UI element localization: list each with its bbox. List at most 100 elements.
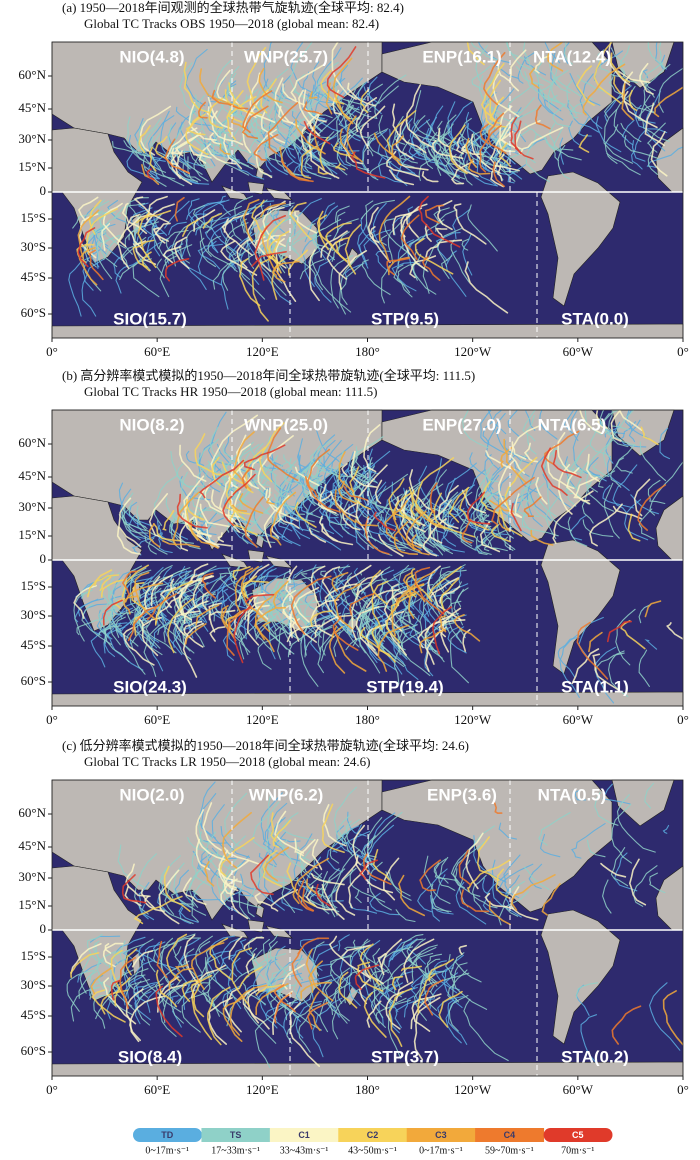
track <box>421 970 445 987</box>
track <box>200 520 208 540</box>
track <box>297 135 338 174</box>
track <box>302 89 327 123</box>
track <box>290 63 326 102</box>
track <box>243 444 286 471</box>
track <box>375 250 391 273</box>
track <box>369 892 400 916</box>
lat-label: 30°N <box>18 131 46 146</box>
track <box>478 75 504 115</box>
track <box>307 1001 329 1030</box>
track <box>360 216 377 246</box>
lat-label: 0 <box>40 183 47 198</box>
track <box>563 42 573 65</box>
track <box>326 238 348 280</box>
track <box>586 480 615 512</box>
track <box>253 134 279 161</box>
track <box>624 135 659 159</box>
track <box>187 156 199 183</box>
track <box>172 937 202 957</box>
track <box>110 979 120 1001</box>
track <box>343 485 369 502</box>
track <box>502 880 526 917</box>
track <box>330 490 359 519</box>
track <box>413 90 446 144</box>
track <box>211 489 225 512</box>
track <box>119 957 136 1009</box>
track <box>646 146 683 168</box>
track <box>199 237 217 268</box>
track <box>174 581 201 640</box>
track <box>226 607 252 656</box>
track <box>331 242 347 262</box>
track <box>649 872 666 894</box>
track <box>266 802 288 866</box>
track <box>131 950 154 968</box>
track <box>414 238 454 275</box>
track <box>458 849 472 886</box>
track <box>321 626 333 656</box>
lat-label: 30°S <box>21 977 46 992</box>
track <box>523 866 550 891</box>
track <box>586 839 606 858</box>
track <box>662 824 670 834</box>
track <box>273 984 296 1013</box>
track <box>484 454 494 490</box>
track <box>262 206 286 247</box>
track <box>644 102 665 147</box>
track <box>198 820 212 845</box>
track <box>358 596 374 632</box>
track <box>352 939 390 974</box>
track <box>610 847 629 887</box>
track <box>101 222 111 251</box>
track <box>399 577 433 610</box>
track <box>287 630 314 658</box>
track <box>271 260 300 283</box>
track <box>197 243 223 270</box>
track <box>270 889 298 912</box>
track <box>515 65 544 86</box>
track <box>260 111 286 144</box>
track <box>522 494 535 535</box>
track <box>450 160 475 185</box>
track <box>133 959 155 997</box>
track <box>360 199 395 220</box>
track <box>377 514 393 534</box>
track <box>228 232 256 271</box>
track <box>414 566 445 615</box>
track <box>365 589 400 609</box>
legend-swatch <box>406 1128 476 1142</box>
track <box>510 886 539 921</box>
track <box>405 510 427 552</box>
track <box>487 410 507 435</box>
track <box>77 227 96 268</box>
track <box>368 161 392 181</box>
track <box>226 65 241 103</box>
track <box>525 133 551 183</box>
track <box>253 959 272 1006</box>
track <box>284 998 299 1021</box>
region-label: NIO(4.8) <box>119 47 184 66</box>
track <box>364 516 390 555</box>
track <box>288 42 313 100</box>
track <box>610 444 636 488</box>
lat-label: 45°N <box>18 468 46 483</box>
track <box>329 466 342 479</box>
track <box>589 503 623 547</box>
track <box>369 226 380 244</box>
track <box>310 873 345 886</box>
track <box>254 575 279 587</box>
track <box>210 212 242 257</box>
track <box>644 782 655 809</box>
track <box>159 906 194 925</box>
track <box>295 118 326 155</box>
track <box>142 124 167 173</box>
track <box>187 837 210 852</box>
track <box>426 120 456 144</box>
track <box>76 618 108 636</box>
track <box>419 859 442 892</box>
track <box>322 803 347 847</box>
panel-title: (b) 高分辨率模式模拟的1950—2018年间全球热带旋轨迹(全球平均: 11… <box>62 368 475 383</box>
track <box>496 163 503 182</box>
track <box>510 441 526 475</box>
track <box>234 195 254 217</box>
